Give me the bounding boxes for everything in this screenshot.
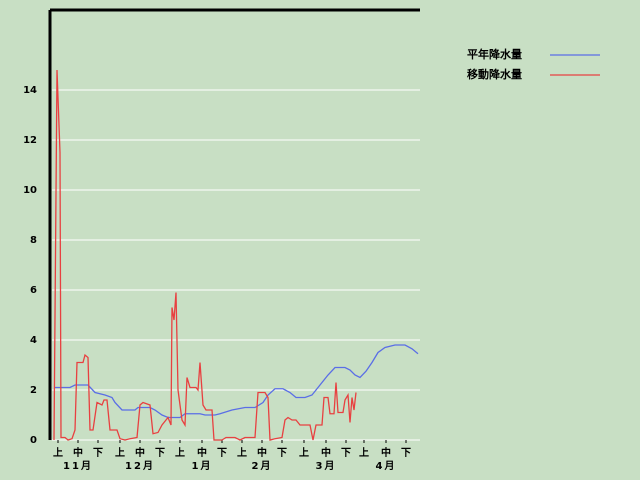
x-tick-label: 下	[93, 447, 103, 459]
y-tick-label: 14	[23, 85, 37, 96]
month-label: 4月	[376, 460, 397, 472]
y-tick-label: 6	[30, 285, 37, 296]
month-label: 3月	[316, 460, 337, 472]
series-line	[53, 69, 357, 441]
y-tick-label: 2	[30, 385, 37, 396]
x-tick-label: 下	[341, 447, 351, 459]
legend-label: 移動降水量	[467, 67, 522, 81]
y-tick-label: 0	[30, 435, 37, 446]
x-tick-label: 上	[175, 446, 185, 459]
x-tick-label: 中	[257, 446, 267, 459]
x-tick-label: 上	[237, 446, 247, 459]
x-tick-label: 上	[299, 446, 309, 459]
x-tick-label: 上	[53, 446, 63, 459]
x-tick-label: 下	[217, 447, 227, 459]
x-tick-label: 中	[73, 446, 83, 459]
x-tick-label: 中	[381, 446, 391, 459]
x-tick-label: 下	[277, 447, 287, 459]
x-tick-label: 上	[359, 446, 369, 459]
month-label: 11月	[63, 460, 93, 472]
x-tick-label: 下	[401, 447, 411, 459]
month-label: 2月	[252, 460, 273, 472]
series-line	[55, 344, 419, 419]
x-tick-label: 下	[155, 447, 165, 459]
legend-label: 平年降水量	[467, 47, 522, 61]
month-label: 12月	[125, 460, 155, 472]
y-tick-label: 10	[23, 185, 37, 196]
y-tick-label: 8	[30, 235, 37, 246]
x-tick-label: 中	[197, 446, 207, 459]
y-tick-label: 12	[23, 135, 37, 146]
x-tick-label: 中	[135, 446, 145, 459]
y-tick-label: 4	[30, 335, 37, 346]
x-tick-label: 中	[321, 446, 331, 459]
month-label: 1月	[192, 460, 213, 472]
x-tick-label: 上	[115, 446, 125, 459]
